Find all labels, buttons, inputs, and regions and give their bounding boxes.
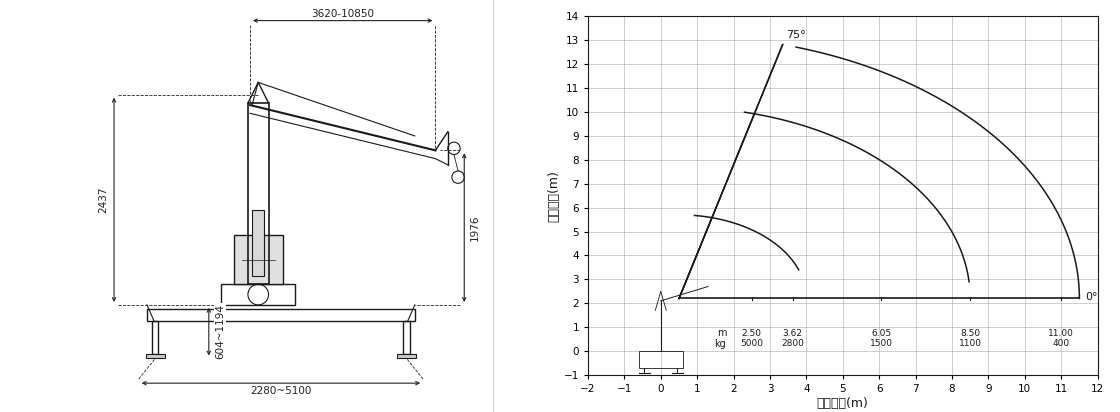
Text: 2800: 2800: [781, 339, 804, 349]
Bar: [638, 351, 682, 368]
Text: 1500: 1500: [869, 339, 893, 349]
Y-axis label: 起升高度(m): 起升高度(m): [548, 170, 561, 222]
Text: m: m: [717, 328, 726, 338]
Bar: [221, 284, 296, 305]
Text: 1976: 1976: [469, 214, 479, 241]
Bar: [252, 210, 264, 276]
Text: 75°: 75°: [786, 30, 806, 40]
Bar: [403, 321, 410, 354]
Text: 400: 400: [1053, 339, 1070, 349]
Text: 3620-10850: 3620-10850: [311, 9, 374, 19]
Text: kg: kg: [715, 339, 726, 349]
Text: 8.50: 8.50: [960, 329, 980, 337]
X-axis label: 工作幅度(m): 工作幅度(m): [816, 397, 869, 410]
Bar: [152, 321, 158, 354]
Text: 11.00: 11.00: [1048, 329, 1074, 337]
Text: 0°: 0°: [1085, 292, 1098, 302]
Bar: [398, 354, 416, 358]
Text: 2437: 2437: [99, 187, 109, 213]
Text: 2.50: 2.50: [741, 329, 762, 337]
Text: 1100: 1100: [959, 339, 982, 349]
Text: 604~1194: 604~1194: [215, 304, 225, 359]
Bar: [234, 235, 283, 284]
Text: 5000: 5000: [740, 339, 764, 349]
Bar: [248, 103, 269, 284]
Bar: [147, 309, 414, 321]
Text: 2280~5100: 2280~5100: [250, 386, 311, 396]
Text: 3.62: 3.62: [783, 329, 803, 337]
Text: 6.05: 6.05: [871, 329, 892, 337]
Bar: [146, 354, 165, 358]
